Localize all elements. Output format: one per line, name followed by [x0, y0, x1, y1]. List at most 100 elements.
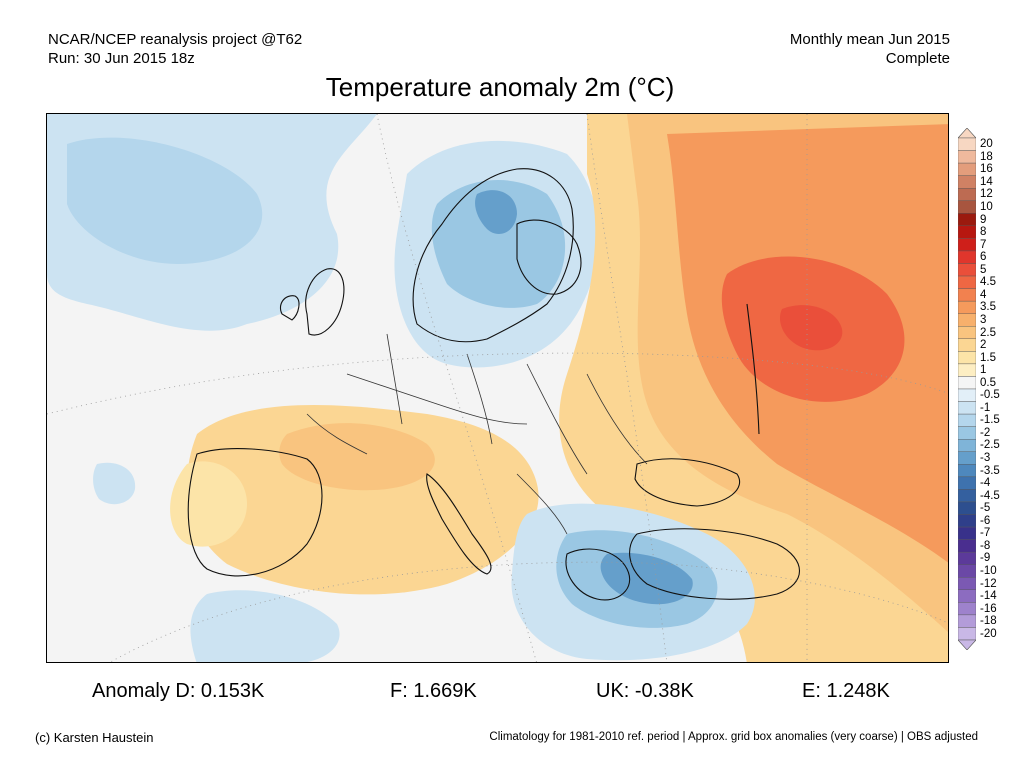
footer-note: Climatology for 1981-2010 ref. period | … — [489, 731, 978, 743]
colorbar-cell — [958, 188, 976, 201]
colorbar-cell — [958, 351, 976, 365]
colorbar-label: -12 — [980, 577, 997, 590]
colorbar-label: 8 — [980, 226, 987, 239]
colorbar-cell — [958, 250, 976, 264]
stat-france: F: 1.669K — [390, 680, 477, 702]
colorbar-cell — [958, 213, 976, 227]
border-central-5 — [586, 373, 648, 465]
colorbar-cell — [958, 551, 976, 565]
colorbar-cell — [958, 401, 976, 415]
colorbar-label: 2 — [980, 339, 987, 352]
colorbar-label: -5 — [980, 502, 991, 515]
border-france — [306, 413, 368, 455]
colorbar-label: -9 — [980, 552, 991, 565]
border-central-1 — [346, 373, 528, 425]
cold-region-scandinavia — [431, 180, 566, 308]
header-left: NCAR/NCEP reanalysis project @T62 Run: 3… — [48, 30, 302, 68]
colorbar-cell — [958, 275, 976, 289]
colorbar-cell — [958, 376, 976, 390]
colorbar-label: 3 — [980, 313, 987, 326]
colorbar-top-arrow — [958, 128, 976, 139]
colorbar-label: 12 — [980, 188, 993, 201]
colorbar-label: 20 — [980, 138, 993, 151]
coast-finland — [516, 219, 582, 295]
colorbar-cell — [958, 439, 976, 452]
colorbar-cell — [958, 426, 976, 440]
colorbar-cell — [958, 589, 976, 603]
colorbar-cell — [958, 602, 976, 616]
anomaly-map-svg — [47, 114, 948, 662]
colorbar-label: 5 — [980, 263, 987, 276]
coast-greece — [565, 548, 631, 601]
border-central-3 — [466, 353, 493, 445]
stat-england: E: 1.248K — [802, 680, 890, 702]
colorbar-cell — [958, 577, 976, 591]
colorbar-cell — [958, 263, 976, 277]
colorbar-label: 10 — [980, 201, 993, 214]
colorbar-cell — [958, 363, 976, 377]
colorbar-cell — [958, 564, 976, 578]
colorbar-label: -20 — [980, 627, 997, 640]
colorbar-label: 1.5 — [980, 351, 996, 364]
country-borders — [306, 333, 648, 535]
header-right: Monthly mean Jun 2015 Complete — [790, 30, 950, 68]
graticule-lon-1 — [376, 114, 537, 662]
colorbar-cell — [958, 451, 976, 465]
border-balkans — [516, 473, 568, 535]
anomaly-map — [46, 113, 949, 663]
colorbar-cell — [958, 288, 976, 302]
colorbar-label: -16 — [980, 602, 997, 615]
coast-volga — [746, 303, 760, 435]
colorbar-cells — [958, 128, 976, 650]
graticule-lon-2 — [586, 114, 668, 662]
colorbar-cell — [958, 413, 976, 427]
warm-region-west — [187, 405, 539, 595]
stat-uk: UK: -0.38K — [596, 680, 694, 702]
border-central-2 — [386, 333, 403, 425]
colorbar-label: -1.5 — [980, 414, 1000, 427]
stat-anomaly-d: Anomaly D: 0.153K — [92, 680, 265, 702]
coastlines — [187, 168, 801, 601]
colorbar-label: 3.5 — [980, 301, 996, 314]
colder-region-aegean — [600, 552, 693, 605]
coast-britain — [305, 268, 345, 336]
colorbar-label: 6 — [980, 251, 987, 264]
run-label: Run: 30 Jun 2015 18z — [48, 50, 195, 67]
colorbar-label: -4.5 — [980, 489, 1000, 502]
colorbar-cell — [958, 225, 976, 239]
colorbar-label: 4.5 — [980, 276, 996, 289]
colorbar-cell — [958, 150, 976, 164]
colorbar-label: 1 — [980, 364, 987, 377]
colorbar-label: -14 — [980, 590, 997, 603]
colorbar-cell — [958, 514, 976, 528]
coast-black-sea — [634, 458, 740, 507]
graticule-lat-2 — [109, 561, 948, 662]
colorbar-label: -8 — [980, 539, 991, 552]
colorbar-cell — [958, 614, 976, 628]
colorbar-cell — [958, 137, 976, 151]
colorbar-label: -4 — [980, 477, 991, 490]
colorbar-cell — [958, 476, 976, 490]
coast-scandinavia — [412, 168, 574, 343]
colorbar-label: -3 — [980, 452, 991, 465]
colorbar-label: -6 — [980, 514, 991, 527]
colorbar-label: -3.5 — [980, 464, 1000, 477]
hottest-region-russia — [779, 305, 843, 351]
colorbar-cell — [958, 489, 976, 503]
colorbar-cell — [958, 162, 976, 176]
colorbar — [958, 128, 976, 650]
colorbar-cell — [958, 200, 976, 214]
colorbar-cell — [958, 326, 976, 340]
colorbar-cell — [958, 338, 976, 352]
footer-credit: (c) Karsten Haustein — [35, 730, 154, 745]
colorbar-label: -0.5 — [980, 389, 1000, 402]
colorbar-label: 7 — [980, 238, 987, 251]
period-label: Monthly mean Jun 2015 — [789, 31, 950, 48]
colorbar-label: -18 — [980, 615, 997, 628]
colorbar-cell — [958, 464, 976, 478]
colorbar-label: 9 — [980, 213, 987, 226]
colorbar-label: 4 — [980, 288, 987, 301]
colorbar-label: 2.5 — [980, 326, 996, 339]
colorbar-label: -7 — [980, 527, 991, 540]
coast-ireland — [279, 295, 300, 321]
